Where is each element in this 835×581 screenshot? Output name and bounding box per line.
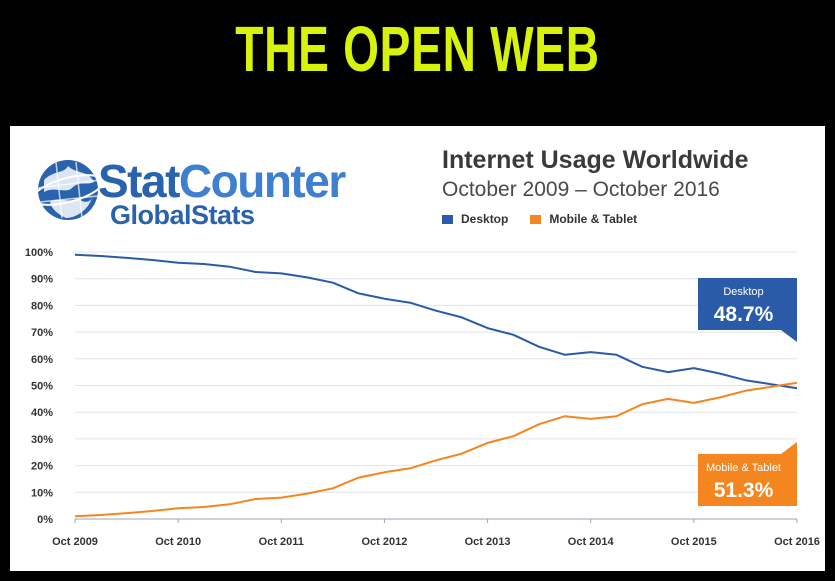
logo-wordmark: StatCounter (98, 155, 346, 207)
logo-subtitle: GlobalStats (110, 200, 255, 230)
slide-title: THE OPEN WEB (235, 13, 600, 85)
callout-desktop-box (698, 278, 797, 342)
chart-subtitle: October 2009 – October 2016 (442, 178, 720, 201)
y-tick-label: 90% (31, 274, 53, 286)
y-tick-label: 50% (31, 381, 53, 393)
x-tick-label: Oct 2011 (259, 536, 304, 548)
y-tick-label: 80% (31, 300, 53, 312)
callout-mobile-box (698, 442, 797, 506)
y-tick-label: 30% (31, 434, 53, 446)
series-line-desktop (74, 253, 798, 390)
legend-swatch-desktop (442, 214, 453, 224)
chart-panel: StatCounter GlobalStats Internet Usage W… (10, 126, 825, 571)
chart-title: Internet Usage Worldwide (442, 146, 749, 174)
legend-swatch-mobile (530, 214, 542, 224)
y-tick-label: 70% (31, 327, 53, 339)
legend-label-mobile: Mobile & Tablet (549, 212, 638, 226)
x-tick-label: Oct 2013 (465, 536, 511, 548)
x-tick-label: Oct 2009 (52, 536, 98, 548)
x-tick-label: Oct 2014 (568, 536, 615, 548)
y-tick-label: 100% (25, 247, 53, 259)
y-tick-label: 40% (31, 407, 53, 419)
chart-header: Internet Usage Worldwide October 2009 – … (442, 144, 749, 204)
x-tick-label: Oct 2010 (155, 536, 201, 548)
legend-item-mobile: Mobile & Tablet (530, 212, 637, 226)
callout-mobile-label: Mobile & Tablet (706, 462, 781, 474)
y-tick-label: 10% (31, 487, 53, 499)
legend-label-desktop: Desktop (461, 212, 509, 226)
callout-desktop-label: Desktop (723, 286, 763, 298)
callout-mobile-value: 51.3% (714, 479, 774, 502)
y-tick-label: 0% (37, 514, 53, 526)
y-tick-label: 20% (31, 461, 53, 473)
y-tick-label: 60% (31, 354, 53, 366)
statcounter-logo: StatCounter GlobalStats (32, 152, 412, 230)
globe-icon (32, 160, 104, 220)
callout-desktop-value: 48.7% (714, 303, 774, 326)
series-line-mobile-tablet (74, 381, 798, 518)
x-tick-label: Oct 2012 (361, 536, 407, 548)
legend-item-desktop: Desktop (442, 212, 508, 226)
logo-wordmark-part-1: Stat (98, 155, 180, 207)
x-tick-label: Oct 2015 (671, 536, 717, 548)
logo-wordmark-part-2: Counter (178, 155, 346, 207)
line-chart: 0% 10% 20% 30% 40% 50% 60% 70% 80% 90% 100% Oct 200… (25, 247, 820, 548)
x-tick-label: Oct 2016 (774, 536, 820, 548)
chart-legend: Desktop Mobile & Tablet (442, 212, 637, 226)
